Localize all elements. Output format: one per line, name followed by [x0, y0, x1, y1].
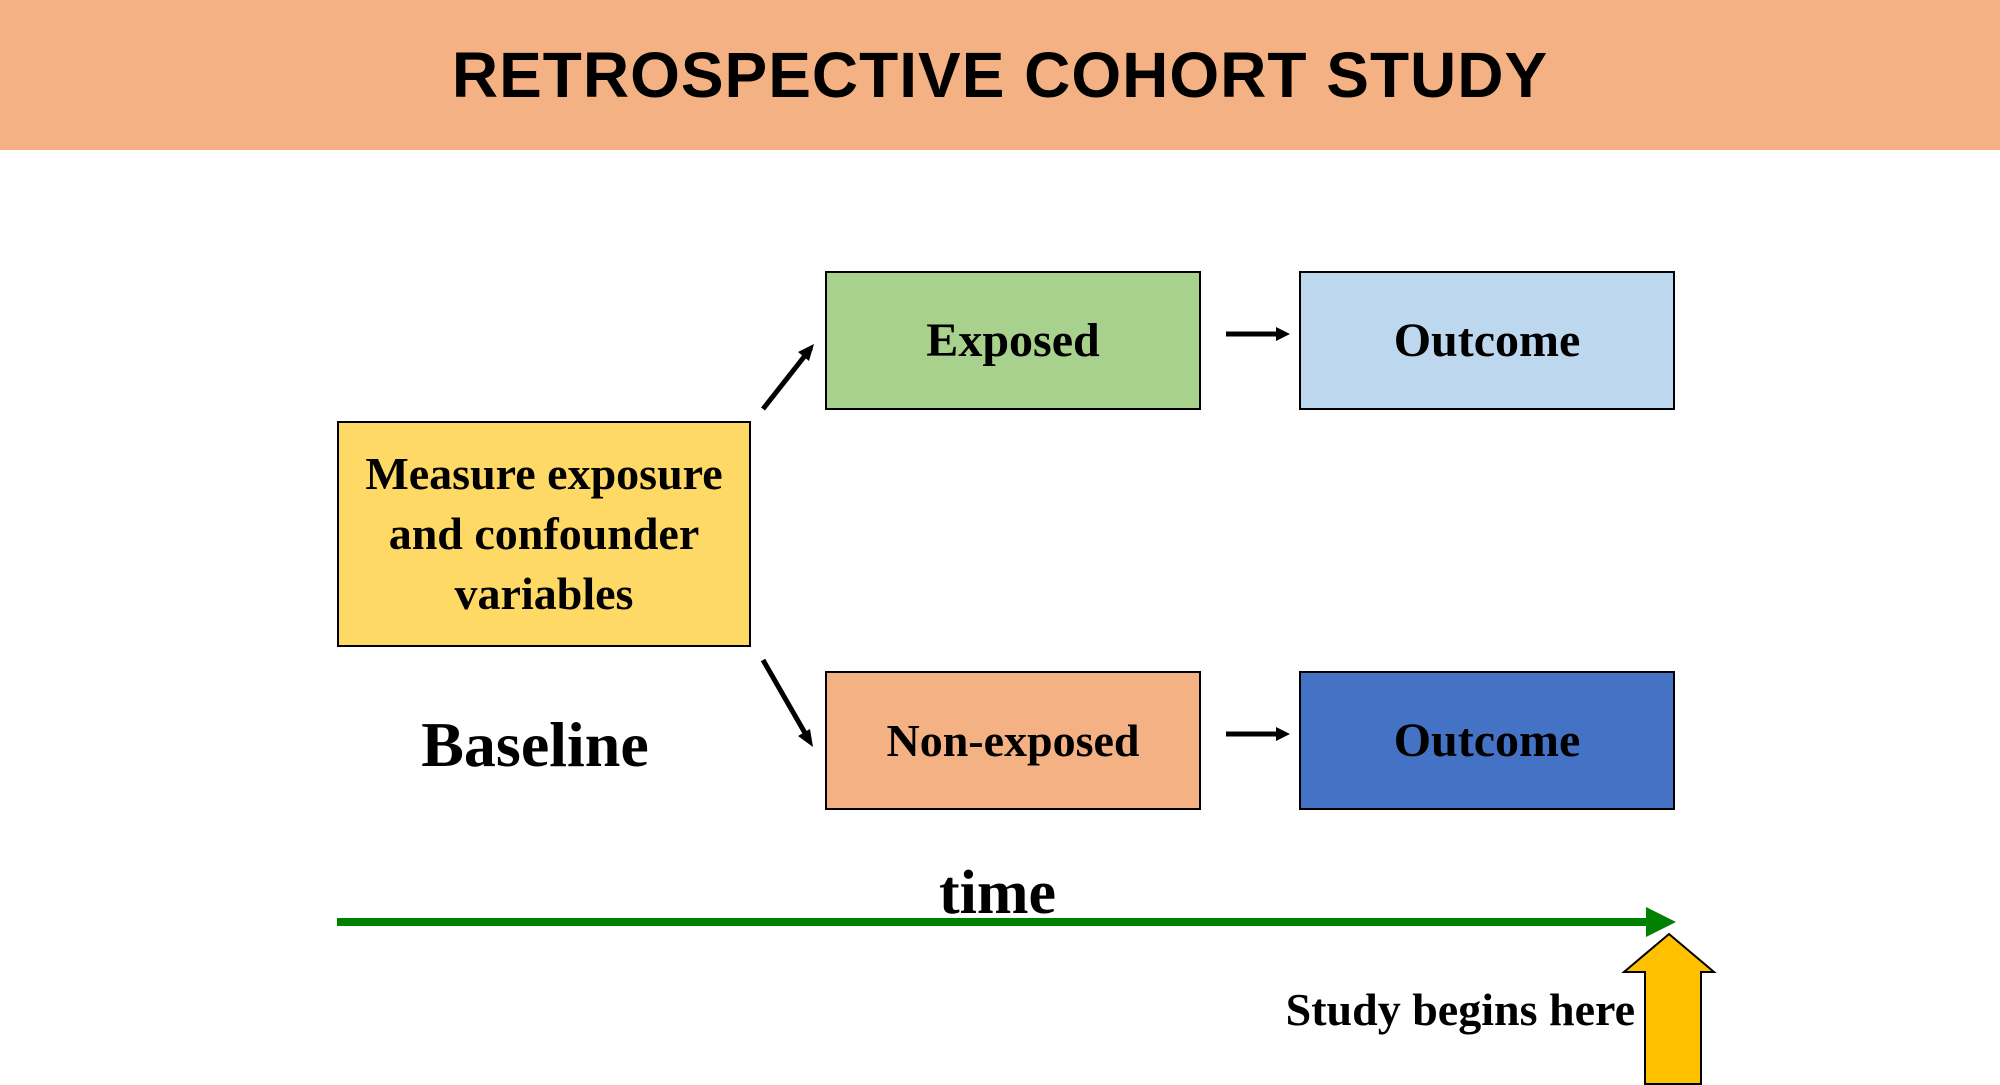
title-bar [0, 0, 2000, 150]
time-arrow-head [1646, 907, 1676, 937]
non-exposed-box: Non-exposed [825, 671, 1201, 810]
arrow-to-exposed [761, 346, 813, 411]
arrowhead-non-exposed-to-outcome [1276, 727, 1290, 741]
measure-exposure-box: Measure exposure and confounder variable… [337, 421, 751, 647]
outcome-non-exposed-box: Outcome [1299, 671, 1675, 810]
time-label: time [938, 859, 1057, 927]
arrowhead-exposed-to-outcome [1276, 327, 1290, 341]
baseline-label: Baseline [421, 709, 649, 780]
page-title: RETROSPECTIVE COHORT STUDY [451, 39, 1549, 111]
arrow-to-non-exposed [760, 658, 812, 742]
exposed-box: Exposed [825, 271, 1201, 410]
study-begins-label: Study begins here [1285, 984, 1635, 1035]
arrowhead-to-non-exposed [798, 729, 813, 747]
study-begins-arrow [1621, 932, 1717, 1085]
arrowhead-to-exposed [798, 344, 814, 361]
outcome-exposed-box: Outcome [1299, 271, 1675, 410]
